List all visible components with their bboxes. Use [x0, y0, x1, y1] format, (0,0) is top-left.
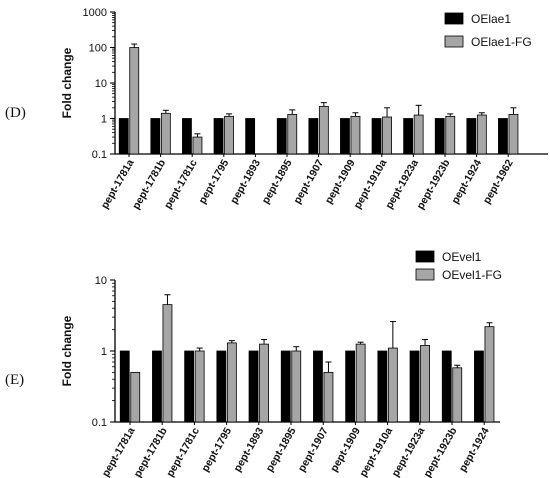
x-tick-label: pept-1924 [457, 425, 492, 474]
x-tick-label: pept-1909 [328, 425, 363, 474]
bar-oelae1-fg [350, 115, 361, 155]
bar-oevel1-fg [452, 367, 463, 423]
bar-oevel1-fg [484, 326, 495, 423]
bar-oelae1-fg [508, 114, 519, 155]
bar-oevel1-fg [291, 350, 302, 423]
y-axis-label: Fold change [60, 315, 74, 386]
bar-oelae1-fg [476, 114, 487, 155]
bar-oelae1-fg [192, 136, 203, 155]
x-tick-label: pept-1781c [164, 425, 202, 478]
y-tick-label: 10 [95, 275, 107, 287]
bar-oelae1 [182, 118, 192, 155]
bar-oelae1 [498, 118, 508, 155]
x-tick-label: pept-1795 [199, 425, 234, 474]
x-tick-label: pept-1962 [481, 157, 516, 206]
y-tick-label: 1 [101, 346, 107, 358]
bar-oevel1 [280, 350, 291, 423]
x-tick-label: pept-1909 [323, 157, 358, 206]
bar-oevel1 [409, 350, 420, 423]
legend-swatch-oevel1-fg [415, 268, 435, 281]
bar-oelae1-fg [382, 116, 392, 155]
x-tick-label: pept-1923b [414, 158, 452, 212]
bar-oevel1-fg [387, 347, 398, 423]
bar-oelae1-fg [287, 114, 298, 155]
panel-d: (D) Fold change0.11101001000pept-1781apep… [5, 7, 548, 212]
bar-oelae1 [150, 118, 161, 155]
bar-oevel1-fg [226, 342, 237, 423]
bar-oevel1-fg [355, 343, 366, 423]
bar-oelae1 [466, 118, 477, 155]
bar-oelae1-fg [160, 112, 171, 155]
x-tick-label: pept-1781a [100, 425, 138, 478]
bar-oevel1-fg [259, 343, 269, 423]
bar-oelae1 [340, 118, 350, 155]
bar-oelae1 [308, 118, 319, 155]
bar-oelae1 [118, 118, 129, 155]
bar-oevel1-fg [130, 371, 141, 423]
panel-d-letter: (D) [5, 105, 26, 121]
bar-oelae1 [434, 118, 445, 155]
bar-oevel1 [474, 350, 484, 423]
bar-oevel1 [313, 350, 323, 423]
x-tick-label: pept-1795 [196, 157, 231, 206]
y-tick-label: 1000 [83, 7, 107, 19]
y-tick-label: 100 [89, 43, 107, 55]
x-tick-label: pept-1907 [296, 425, 331, 474]
y-tick-label: 10 [95, 78, 107, 90]
bar-oelae1 [245, 118, 256, 155]
bar-oelae1-fg [318, 105, 329, 155]
bar-oelae1-fg [224, 115, 234, 155]
bar-oelae1-fg [445, 115, 456, 155]
bar-oelae1-fg [413, 114, 424, 155]
legend-swatch-oelae1 [444, 12, 464, 25]
legend-label: OElae1 [471, 12, 511, 26]
bar-oelae1-fg [129, 47, 140, 155]
y-tick-label: 1 [101, 114, 107, 126]
bar-oevel1 [377, 350, 388, 423]
x-tick-label: pept-1924 [449, 157, 484, 206]
x-tick-label: pept-1893 [228, 157, 263, 206]
legend-swatch-oevel1 [415, 250, 435, 263]
x-tick-label: pept-1781c [162, 157, 200, 211]
x-tick-label: pept-1910a [357, 425, 395, 478]
bar-oevel1 [152, 350, 162, 423]
bar-oelae1 [213, 118, 224, 155]
bar-oevel1 [119, 350, 130, 423]
panel-e: (E) Fold change 0.1 1 10 pept-1781apept-1781b… [5, 250, 502, 478]
y-axis-label: Fold change [60, 47, 74, 118]
bar-oevel1-fg [162, 304, 173, 423]
x-tick-label: pept-1923b [421, 426, 459, 478]
bar-oevel1 [184, 350, 195, 423]
bar-oevel1-fg [194, 350, 205, 423]
panel-e-letter: (E) [5, 372, 24, 388]
bar-oevel1-fg [323, 371, 334, 423]
bar-oelae1 [276, 118, 287, 155]
y-tick-label: 0.1 [92, 417, 107, 429]
x-tick-label: pept-1781b [132, 426, 170, 478]
bar-oevel1 [345, 350, 356, 423]
x-tick-label: pept-1895 [264, 425, 299, 474]
x-tick-label: pept-1895 [260, 157, 295, 206]
bar-oelae1 [403, 118, 414, 155]
y-tick-label: 0.1 [92, 149, 107, 161]
legend-swatch-oelae1-fg [444, 35, 464, 48]
x-tick-label: pept-1907 [291, 157, 326, 206]
bar-oelae1 [371, 118, 382, 155]
x-tick-label: pept-1923a [390, 425, 428, 478]
bar-oevel1-fg [420, 344, 430, 423]
legend-label: OElae1-FG [471, 35, 532, 49]
bar-oevel1 [441, 350, 452, 423]
x-tick-label: pept-1893 [231, 425, 266, 474]
legend-label: OEvel1 [442, 250, 482, 264]
bar-oevel1 [216, 350, 227, 423]
bar-oevel1 [248, 350, 259, 423]
legend-label: OEvel1-FG [442, 268, 502, 282]
